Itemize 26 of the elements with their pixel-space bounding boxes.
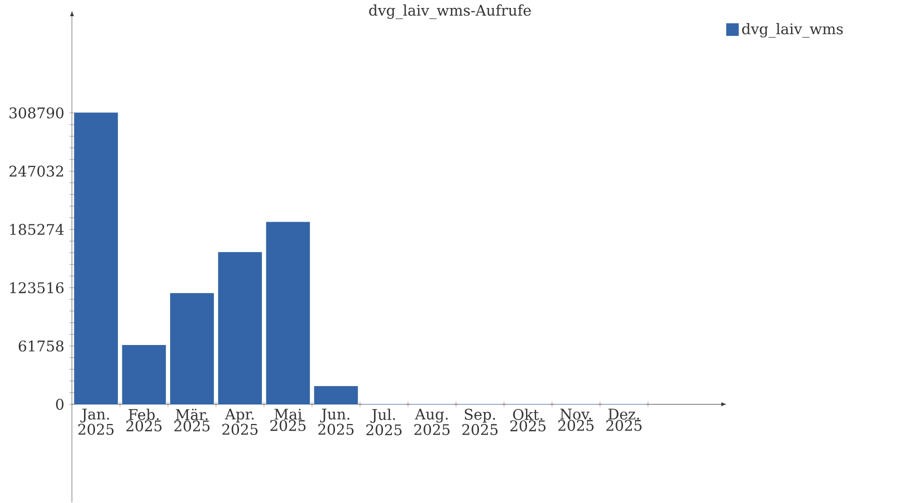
y-tick-label: 0 bbox=[56, 398, 64, 410]
x-tick-label: Dez. 2025 bbox=[606, 408, 642, 432]
x-tick-label: Apr. 2025 bbox=[222, 408, 258, 436]
chart-title: dvg_laiv_wms-Aufrufe bbox=[369, 4, 531, 20]
y-tick-label: 247032 bbox=[9, 166, 63, 177]
y-tick-label: 123516 bbox=[10, 282, 64, 294]
x-tick-label: Mai 2025 bbox=[270, 408, 306, 432]
bar bbox=[266, 222, 310, 405]
x-tick-label: Jul. 2025 bbox=[366, 408, 402, 436]
bar bbox=[314, 386, 358, 405]
bar bbox=[74, 112, 118, 405]
x-tick-label: Jun. 2025 bbox=[318, 408, 354, 436]
y-tick-label: 308790 bbox=[10, 108, 64, 119]
x-tick-label: Nov. 2025 bbox=[558, 408, 594, 432]
bar bbox=[122, 345, 166, 405]
bar bbox=[218, 252, 262, 405]
x-tick-label: Sep. 2025 bbox=[462, 408, 498, 436]
legend-label: dvg_laiv_wms bbox=[742, 23, 843, 38]
bar bbox=[170, 293, 214, 405]
x-tick-label: Feb. 2025 bbox=[126, 408, 162, 432]
x-tick-label: Aug. 2025 bbox=[414, 408, 450, 436]
y-tick-label: 185274 bbox=[10, 224, 64, 236]
x-tick-label: Jan. 2025 bbox=[78, 408, 114, 436]
x-tick-label: Mär. 2025 bbox=[174, 408, 210, 432]
x-tick-label: Okt. 2025 bbox=[510, 408, 546, 432]
y-tick-label: 61758 bbox=[18, 340, 64, 352]
